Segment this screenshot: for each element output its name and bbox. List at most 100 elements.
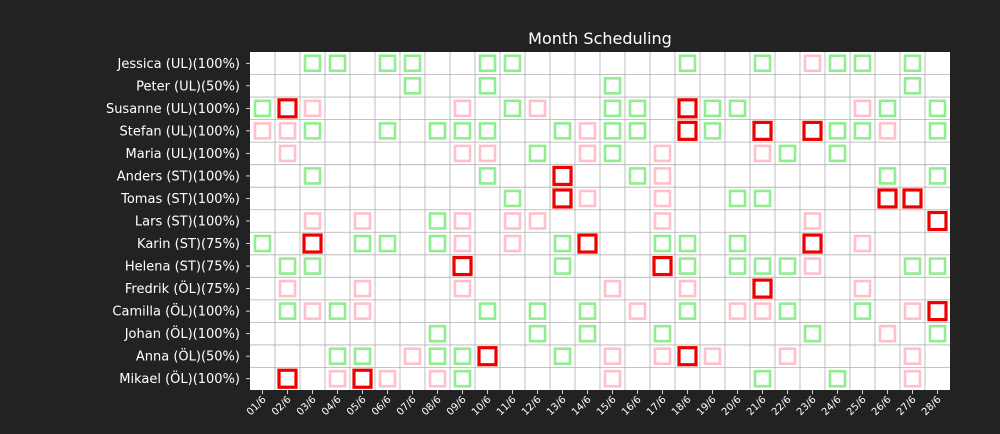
schedule-cell-marker: [528, 302, 547, 320]
schedule-cell-marker: [303, 212, 322, 230]
schedule-cell-marker: [428, 324, 447, 343]
schedule-cell-marker: [678, 302, 697, 320]
schedule-cell-marker: [278, 144, 297, 163]
schedule-cell-marker: [878, 324, 897, 343]
schedule-cell-marker: [603, 347, 622, 366]
schedule-cell-marker: [428, 369, 447, 388]
row-labels: Jessica (UL)(100%) Peter (UL)(50%) Susanne…: [106, 57, 250, 387]
schedule-cell-marker: [378, 54, 397, 73]
schedule-cell-marker: [553, 257, 572, 275]
schedule-cell-marker: [603, 144, 622, 163]
schedule-cell-marker: [853, 234, 872, 253]
schedule-cell-marker: [528, 99, 547, 118]
row-label: Johan (ÖL)(100%): [124, 325, 240, 342]
schedule-cell-marker: [753, 369, 772, 388]
schedule-cell-marker: [678, 257, 697, 275]
schedule-cell-marker: [303, 257, 322, 275]
schedule-cell-marker: [928, 257, 947, 275]
schedule-cell-marker: [278, 257, 297, 275]
schedule-cell-marker: [277, 368, 298, 389]
schedule-cell-marker: [703, 99, 722, 118]
schedule-cell-marker: [277, 98, 298, 119]
schedule-cell-marker: [303, 302, 322, 320]
row-label: Mikael (ÖL)(100%): [119, 370, 240, 387]
schedule-cell-marker: [652, 255, 673, 277]
row-label: Anna (ÖL)(50%): [136, 348, 240, 365]
schedule-cell-marker: [453, 144, 472, 163]
schedule-cell-marker: [802, 120, 823, 141]
schedule-cell-marker: [503, 212, 522, 230]
schedule-cell-marker: [653, 234, 672, 253]
schedule-cell-marker: [328, 347, 347, 366]
schedule-cell-marker: [703, 122, 722, 140]
schedule-cell-marker: [653, 167, 672, 185]
schedule-cell-marker: [628, 302, 647, 320]
schedule-cell-marker: [503, 54, 522, 73]
schedule-cell-marker: [903, 54, 922, 73]
schedule-cells: [253, 54, 948, 389]
schedule-cell-marker: [603, 99, 622, 118]
schedule-cell-marker: [353, 302, 372, 320]
schedule-cell-marker: [828, 54, 847, 73]
schedule-cell-marker: [578, 302, 597, 320]
schedule-cell-marker: [703, 347, 722, 366]
schedule-cell-marker: [877, 188, 898, 209]
schedule-cell-marker: [753, 257, 772, 275]
schedule-cell-marker: [453, 369, 472, 388]
schedule-cell-marker: [927, 210, 948, 232]
schedule-cell-marker: [728, 257, 747, 275]
schedule-cell-marker: [503, 189, 522, 208]
schedule-cell-marker: [553, 234, 572, 253]
schedule-cell-marker: [853, 279, 872, 298]
schedule-cell-marker: [478, 122, 497, 140]
schedule-cell-marker: [653, 324, 672, 343]
schedule-cell-marker: [603, 369, 622, 388]
schedule-cell-marker: [453, 279, 472, 298]
schedule-cell-marker: [628, 167, 647, 185]
schedule-cell-marker: [653, 189, 672, 208]
row-label: Tomas (ST)(100%): [120, 192, 240, 207]
schedule-cell-marker: [878, 122, 897, 140]
row-label: Jessica (UL)(100%): [117, 57, 240, 72]
schedule-cell-marker: [828, 122, 847, 140]
schedule-cell-marker: [453, 212, 472, 230]
schedule-cell-marker: [552, 165, 573, 187]
schedule-cell-marker: [303, 99, 322, 118]
schedule-cell-marker: [303, 167, 322, 185]
schedule-cell-marker: [853, 302, 872, 320]
schedule-cell-marker: [453, 347, 472, 366]
schedule-cell-marker: [378, 122, 397, 140]
schedule-cell-marker: [928, 99, 947, 118]
schedule-cell-marker: [403, 347, 422, 366]
schedule-cell-marker: [678, 234, 697, 253]
row-label: Anders (ST)(100%): [117, 169, 240, 184]
schedule-cell-marker: [778, 257, 797, 275]
schedule-cell-marker: [802, 233, 823, 254]
schedule-cell-marker: [278, 279, 297, 298]
schedule-cell-marker: [653, 212, 672, 230]
schedule-cell-marker: [378, 234, 397, 253]
schedule-cell-marker: [677, 120, 698, 141]
schedule-cell-marker: [753, 144, 772, 163]
schedule-cell-marker: [853, 99, 872, 118]
schedule-cell-marker: [428, 347, 447, 366]
schedule-cell-marker: [828, 144, 847, 163]
row-label: Camilla (ÖL)(100%): [112, 303, 240, 320]
schedule-cell-marker: [678, 279, 697, 298]
row-label: Lars (ST)(100%): [135, 215, 240, 230]
row-label: Fredrik (ÖL)(75%): [125, 280, 240, 297]
chart-title: Month Scheduling: [528, 29, 672, 48]
schedule-cell-marker: [553, 122, 572, 140]
schedule-cell-marker: [903, 302, 922, 320]
schedule-cell-marker: [352, 368, 373, 389]
schedule-cell-marker: [928, 167, 947, 185]
schedule-cell-marker: [578, 189, 597, 208]
schedule-cell-marker: [528, 324, 547, 343]
schedule-cell-marker: [903, 77, 922, 95]
row-label: Maria (UL)(100%): [126, 147, 240, 162]
schedule-cell-marker: [553, 347, 572, 366]
schedule-cell-marker: [302, 233, 323, 254]
schedule-cell-marker: [903, 257, 922, 275]
schedule-cell-marker: [452, 255, 473, 277]
